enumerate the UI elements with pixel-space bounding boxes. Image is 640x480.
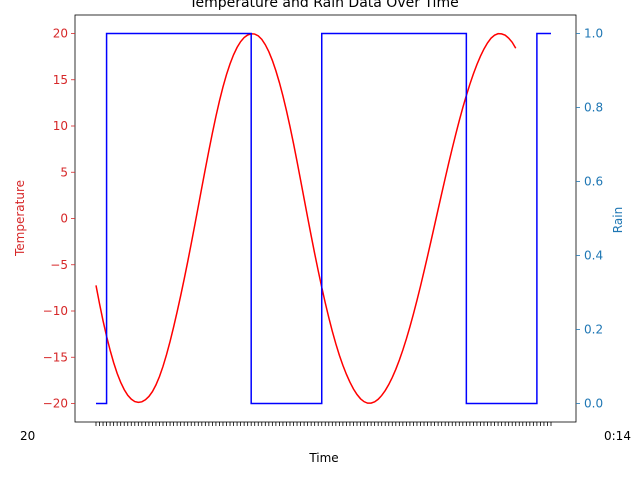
right-y-ticks: 0.0 0.2 0.4 0.6 0.8 1.0 <box>576 27 603 411</box>
left-y-tick-label: −10 <box>43 304 68 318</box>
left-y-tick-label: 10 <box>53 119 68 133</box>
left-y-tick-label: −5 <box>50 258 68 272</box>
right-y-axis-label: Rain <box>611 207 625 233</box>
left-y-tick-label: 5 <box>60 165 68 179</box>
x-tick-label-first: 20 <box>20 429 35 443</box>
left-y-tick-label: 20 <box>53 27 68 41</box>
x-tick-label-last: 0:14 <box>604 429 631 443</box>
right-y-tick-label: 0.8 <box>584 101 603 115</box>
right-y-tick-label: 0.0 <box>584 397 603 411</box>
plot-area: −20 −15 −10 −5 0 5 10 15 20 0.0 0.2 0.4 0.6 0.8 1.0 <box>43 14 603 426</box>
x-ticks <box>95 422 552 426</box>
right-y-tick-label: 0.2 <box>584 323 603 337</box>
chart-title: Temperature and Rain Data Over Time <box>188 0 458 11</box>
left-y-tick-label: −15 <box>43 350 68 364</box>
left-y-ticks: −20 −15 −10 −5 0 5 10 15 20 <box>43 27 75 411</box>
series-line-temperature <box>95 32 517 404</box>
right-y-tick-label: 0.4 <box>584 249 603 263</box>
right-y-tick-label: 1.0 <box>584 27 603 41</box>
plot-frame <box>74 14 577 423</box>
left-y-tick-label: −20 <box>43 397 68 411</box>
right-y-tick-label: 0.6 <box>584 175 603 189</box>
x-axis-label: Time <box>308 451 338 465</box>
left-y-tick-label: 15 <box>53 73 68 87</box>
series-line-rain <box>96 32 551 405</box>
left-y-tick-label: 0 <box>60 212 68 226</box>
left-y-axis-label: Temperature <box>13 180 27 257</box>
